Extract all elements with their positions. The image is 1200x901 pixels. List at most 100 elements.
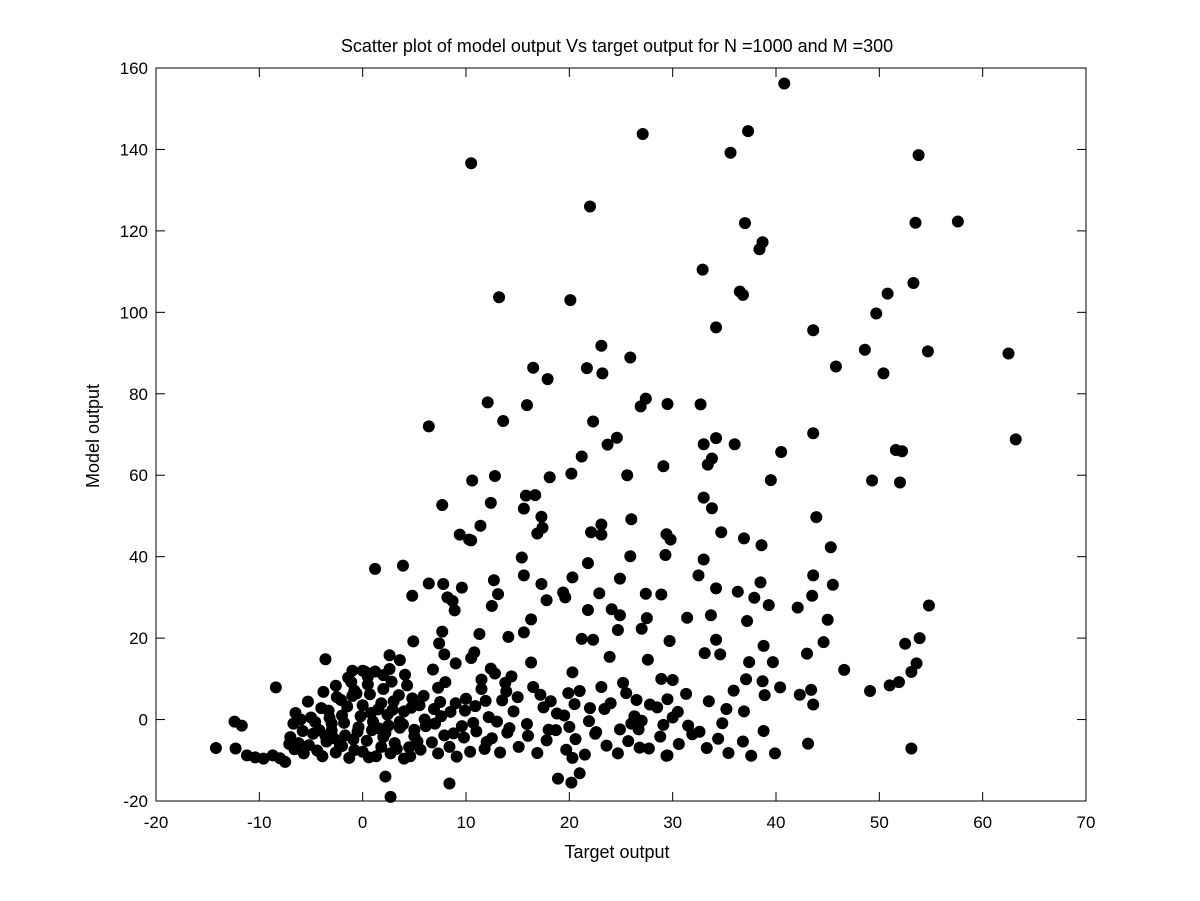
data-point xyxy=(507,705,520,718)
data-point xyxy=(705,452,718,465)
chart-title: Scatter plot of model output Vs target o… xyxy=(341,36,893,56)
data-point xyxy=(633,741,646,754)
data-point xyxy=(661,397,674,410)
data-point xyxy=(613,609,626,622)
data-point xyxy=(692,569,705,582)
data-point xyxy=(595,339,608,352)
y-tick-label: -20 xyxy=(123,792,148,811)
x-tick-label: 0 xyxy=(358,813,367,832)
y-tick-label: 100 xyxy=(120,303,148,322)
data-point xyxy=(892,676,905,689)
data-point xyxy=(697,553,710,566)
data-point xyxy=(603,650,616,663)
data-point xyxy=(710,633,723,646)
data-point xyxy=(826,578,839,591)
data-point xyxy=(497,415,510,428)
data-point xyxy=(542,723,555,736)
data-point xyxy=(422,420,435,433)
data-point xyxy=(292,737,305,750)
data-point xyxy=(426,663,439,676)
data-point xyxy=(386,703,399,716)
data-point xyxy=(581,604,594,617)
data-point xyxy=(329,679,342,692)
data-point xyxy=(460,692,472,705)
data-point xyxy=(493,291,506,304)
data-point xyxy=(499,676,512,689)
x-tick-label: 10 xyxy=(457,813,476,832)
data-point xyxy=(584,200,596,213)
x-tick-label: 20 xyxy=(560,813,579,832)
data-point xyxy=(742,125,755,138)
data-point xyxy=(435,710,448,723)
data-point xyxy=(515,551,528,564)
data-point xyxy=(595,528,608,541)
data-point xyxy=(401,679,414,692)
data-point xyxy=(341,700,354,713)
data-point xyxy=(443,740,456,753)
data-point xyxy=(896,445,909,458)
data-point xyxy=(807,698,820,711)
data-point xyxy=(605,603,618,616)
data-point xyxy=(661,693,674,706)
data-point xyxy=(697,438,710,451)
data-point xyxy=(793,688,806,701)
data-point xyxy=(611,623,624,636)
data-point xyxy=(655,588,668,601)
y-tick-label: 140 xyxy=(120,140,148,159)
data-point xyxy=(501,726,514,739)
data-point xyxy=(492,588,505,601)
data-point xyxy=(624,550,637,563)
axes-layer: -20 -10 0 10 20 30 40 50 60 70 -20 0 20 40 60 80 100 120 1… xyxy=(120,59,1096,832)
data-point xyxy=(560,743,573,756)
data-point xyxy=(502,630,515,643)
data-point xyxy=(229,742,242,755)
data-point xyxy=(613,572,626,585)
data-point xyxy=(558,709,571,722)
x-tick-label: 40 xyxy=(767,813,786,832)
data-point xyxy=(622,735,635,748)
data-point xyxy=(587,633,600,646)
y-tick-label: 160 xyxy=(120,59,148,78)
data-point xyxy=(1009,433,1022,446)
data-point xyxy=(870,307,883,320)
data-point xyxy=(894,476,906,489)
data-point xyxy=(436,498,449,511)
data-point xyxy=(458,704,471,717)
data-point xyxy=(766,656,779,669)
data-point xyxy=(817,636,830,649)
data-point xyxy=(625,513,638,526)
data-point xyxy=(802,737,815,750)
data-point xyxy=(330,691,343,704)
data-point xyxy=(427,702,440,715)
data-point xyxy=(406,589,419,602)
data-point xyxy=(284,731,297,744)
data-point xyxy=(408,723,421,736)
data-point xyxy=(464,745,477,758)
y-tick-label: 120 xyxy=(120,222,148,241)
data-point xyxy=(624,351,637,364)
data-point xyxy=(469,700,482,713)
data-point xyxy=(593,587,606,600)
data-point xyxy=(659,549,672,562)
data-point xyxy=(399,668,412,681)
data-point xyxy=(899,637,912,650)
data-point xyxy=(573,685,586,698)
data-point xyxy=(910,657,923,670)
data-point xyxy=(520,399,533,412)
data-point xyxy=(682,719,695,732)
data-point xyxy=(525,656,538,669)
data-point xyxy=(390,742,403,755)
data-point xyxy=(564,294,577,307)
data-point xyxy=(566,571,579,584)
data-point xyxy=(702,695,715,708)
data-point xyxy=(375,740,388,753)
data-point xyxy=(710,582,723,595)
data-point xyxy=(447,727,460,740)
data-point xyxy=(511,691,524,704)
data-point xyxy=(807,324,820,337)
data-point xyxy=(757,724,770,737)
data-point xyxy=(768,747,781,760)
data-point xyxy=(595,680,608,693)
data-point xyxy=(465,157,478,170)
data-point xyxy=(589,727,602,740)
